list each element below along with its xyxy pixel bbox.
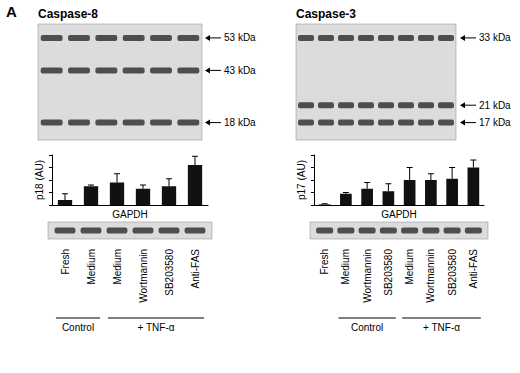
- svg-text:33 kDa: 33 kDa: [479, 32, 511, 43]
- svg-text:GAPDH: GAPDH: [112, 209, 148, 220]
- svg-text:Wortmannin: Wortmannin: [425, 249, 436, 303]
- svg-text:+ TNF-α: + TNF-α: [138, 322, 175, 333]
- svg-text:Control: Control: [351, 322, 383, 333]
- svg-text:Caspase-8: Caspase-8: [38, 7, 98, 21]
- svg-text:Anti-FAS: Anti-FAS: [468, 249, 479, 289]
- svg-text:p17 (AU): p17 (AU): [296, 160, 307, 200]
- svg-text:SB203580: SB203580: [383, 249, 394, 296]
- svg-text:SB203580: SB203580: [164, 249, 175, 296]
- svg-text:Caspase-3: Caspase-3: [296, 7, 356, 21]
- svg-text:p18 (AU): p18 (AU): [34, 160, 45, 200]
- svg-text:Medium: Medium: [86, 249, 97, 285]
- svg-text:Wortmannin: Wortmannin: [362, 249, 373, 303]
- svg-text:17 kDa: 17 kDa: [479, 117, 511, 128]
- svg-text:+ TNF-α: + TNF-α: [423, 322, 460, 333]
- svg-text:43 kDa: 43 kDa: [224, 65, 256, 76]
- svg-text:Anti-FAS: Anti-FAS: [190, 249, 201, 289]
- svg-text:GAPDH: GAPDH: [381, 209, 417, 220]
- svg-text:SB203580: SB203580: [447, 249, 458, 296]
- svg-text:Fresh: Fresh: [319, 249, 330, 275]
- svg-text:Medium: Medium: [404, 249, 415, 285]
- svg-text:18 kDa: 18 kDa: [224, 117, 256, 128]
- svg-text:53 kDa: 53 kDa: [224, 32, 256, 43]
- svg-text:Control: Control: [62, 322, 94, 333]
- svg-text:Wortmannin: Wortmannin: [138, 249, 149, 303]
- svg-text:Medium: Medium: [112, 249, 123, 285]
- svg-text:Fresh: Fresh: [60, 249, 71, 275]
- svg-text:A: A: [6, 3, 17, 20]
- svg-text:21 kDa: 21 kDa: [479, 100, 511, 111]
- svg-text:Medium: Medium: [340, 249, 351, 285]
